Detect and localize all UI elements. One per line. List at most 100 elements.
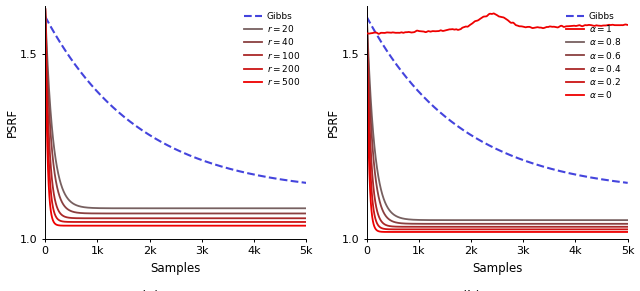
$r = 20$ [42, 8, 49, 11]
$\alpha = 0.6$ [624, 222, 632, 226]
$\alpha = 0.2$ [408, 228, 416, 231]
$\alpha = 0.8$ [363, 8, 371, 11]
$r = 200$ [86, 220, 94, 224]
$r = 40$ [269, 212, 277, 215]
$\alpha = 1$ [624, 23, 632, 27]
$r = 20$ [269, 207, 277, 210]
$\alpha = 0.4$ [408, 225, 416, 228]
$\alpha = 1$ [619, 24, 627, 27]
$r = 40$ [298, 212, 305, 215]
$r = 200$ [141, 220, 149, 224]
$\alpha = 0.2$ [591, 228, 598, 231]
X-axis label: Samples: Samples [472, 262, 522, 275]
$\alpha = 0.4$ [363, 8, 371, 11]
Gibbs [153, 138, 161, 141]
$r = 40$ [153, 212, 161, 215]
$\alpha = 0.4$ [474, 225, 482, 228]
Text: (b)  Wᴀᴛᴇʀ: (b) Wᴀᴛᴇʀ [462, 290, 532, 291]
$r = 500$ [71, 224, 79, 228]
$r = 200$ [153, 220, 161, 224]
$\alpha = 0.4$ [624, 225, 632, 228]
Gibbs [86, 82, 94, 86]
$\alpha = 1$ [490, 12, 497, 15]
$r = 100$ [71, 217, 79, 220]
$\alpha = 0$ [624, 230, 632, 234]
$r = 200$ [269, 220, 277, 224]
$r = 500$ [86, 224, 94, 228]
Line: $\alpha = 0$: $\alpha = 0$ [367, 9, 628, 232]
$r = 20$ [153, 207, 161, 210]
$\alpha = 0.2$ [363, 8, 371, 11]
$\alpha = 0.4$ [463, 225, 470, 228]
Gibbs [303, 181, 310, 184]
$\alpha = 1$ [392, 31, 400, 34]
$r = 500$ [269, 224, 277, 228]
Line: $\alpha = 0.8$: $\alpha = 0.8$ [367, 9, 628, 220]
$r = 100$ [269, 217, 277, 220]
$r = 20$ [141, 207, 149, 210]
$r = 20$ [303, 207, 310, 210]
$r = 20$ [71, 203, 79, 206]
$\alpha = 0.6$ [591, 222, 598, 226]
Y-axis label: PSRF: PSRF [327, 108, 340, 137]
$\alpha = 0.8$ [621, 218, 628, 222]
$\alpha = 0.6$ [463, 222, 470, 226]
Line: $\alpha = 0.2$: $\alpha = 0.2$ [367, 9, 628, 229]
$\alpha = 0.8$ [463, 218, 470, 222]
Gibbs [141, 131, 149, 134]
$\alpha = 0.6$ [408, 222, 416, 226]
$\alpha = 0.2$ [624, 228, 632, 231]
Gibbs [298, 180, 305, 184]
$r = 40$ [141, 212, 149, 215]
$r = 100$ [187, 217, 195, 220]
Line: Gibbs: Gibbs [45, 17, 307, 183]
$r = 500$ [303, 224, 310, 228]
$\alpha = 0.8$ [619, 218, 627, 222]
$\alpha = 0.2$ [392, 228, 400, 231]
$\alpha = 0.6$ [619, 222, 627, 226]
Gibbs [269, 176, 277, 180]
$r = 20$ [86, 206, 94, 210]
$\alpha = 0.4$ [591, 225, 598, 228]
Gibbs [71, 63, 79, 66]
$r = 40$ [86, 212, 94, 215]
$\alpha = 0.2$ [463, 228, 470, 231]
$\alpha = 0.8$ [474, 218, 482, 222]
$r = 500$ [153, 224, 161, 228]
$r = 100$ [42, 8, 49, 11]
$r = 200$ [147, 220, 154, 224]
Line: $r = 500$: $r = 500$ [45, 9, 307, 226]
$r = 100$ [141, 217, 149, 220]
$r = 20$ [298, 207, 305, 210]
$r = 500$ [117, 224, 125, 228]
$\alpha = 1$ [408, 31, 416, 34]
$\alpha = 1$ [363, 32, 371, 35]
$r = 200$ [42, 8, 49, 11]
Legend: Gibbs, $\alpha = 1$, $\alpha = 0.8$, $\alpha = 0.6$, $\alpha = 0.4$, $\alpha = 0: Gibbs, $\alpha = 1$, $\alpha = 0.8$, $\a… [564, 10, 623, 102]
Y-axis label: PSRF: PSRF [6, 108, 19, 137]
Legend: Gibbs, $r = 20$, $r = 40$, $r = 100$, $r = 200$, $r = 500$: Gibbs, $r = 20$, $r = 40$, $r = 100$, $r… [243, 10, 302, 89]
$r = 500$ [42, 8, 49, 11]
$\alpha = 1$ [474, 19, 482, 22]
$\alpha = 0$ [363, 8, 371, 11]
$\alpha = 0.8$ [408, 218, 416, 221]
$\alpha = 0.4$ [392, 225, 400, 228]
$\alpha = 0.6$ [363, 8, 371, 11]
$\alpha = 0$ [474, 230, 482, 234]
$\alpha = 0.2$ [474, 228, 482, 231]
$\alpha = 0.6$ [573, 222, 580, 226]
Line: $\alpha = 1$: $\alpha = 1$ [367, 13, 628, 34]
$r = 40$ [303, 212, 310, 215]
Line: $\alpha = 0.6$: $\alpha = 0.6$ [367, 9, 628, 224]
Line: $r = 20$: $r = 20$ [45, 9, 307, 208]
$\alpha = 1$ [463, 25, 470, 29]
$\alpha = 0.2$ [468, 228, 476, 231]
$r = 500$ [141, 224, 149, 228]
$r = 100$ [86, 217, 94, 220]
Line: $r = 100$: $r = 100$ [45, 9, 307, 218]
$\alpha = 1$ [375, 32, 383, 36]
$\alpha = 0$ [591, 230, 598, 234]
$r = 100$ [303, 217, 310, 220]
$r = 200$ [71, 220, 79, 224]
Text: (a)  Wᴀᴛᴇʀ: (a) Wᴀᴛᴇʀ [141, 290, 211, 291]
